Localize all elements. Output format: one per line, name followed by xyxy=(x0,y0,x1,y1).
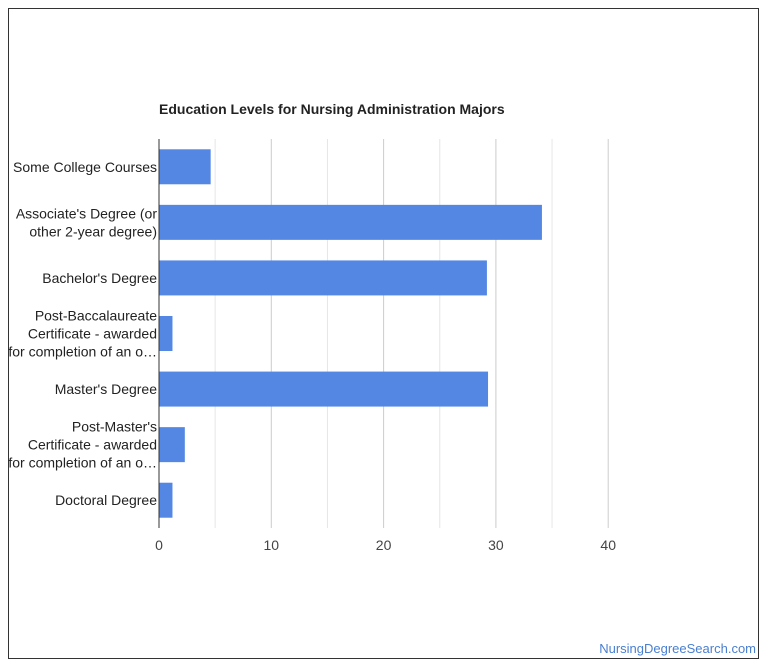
category-label: Bachelor's Degree xyxy=(42,270,157,286)
tick-label: 30 xyxy=(488,537,504,553)
watermark-link[interactable]: NursingDegreeSearch.com xyxy=(599,641,756,656)
category-label: Doctoral Degree xyxy=(55,492,157,508)
category-label: Post-Master's Certificate - awarded for co… xyxy=(8,419,157,471)
tick-label: 20 xyxy=(376,537,392,553)
category-label: Post-Baccalaureate Certificate - awarded f… xyxy=(8,308,157,360)
bar[interactable] xyxy=(159,260,487,296)
tick-labels: 0 10 20 30 40 xyxy=(155,537,616,553)
tick-label: 40 xyxy=(600,537,616,553)
category-label: Master's Degree xyxy=(55,381,157,397)
gridlines xyxy=(214,139,609,528)
tick-label: 10 xyxy=(264,537,280,553)
category-label: Associate's Degree (or other 2-year degre… xyxy=(16,205,158,239)
bar[interactable] xyxy=(159,149,211,185)
bars xyxy=(159,149,542,518)
chart-title: Education Levels for Nursing Administrat… xyxy=(159,101,505,117)
bar[interactable] xyxy=(159,204,542,240)
category-label: Some College Courses xyxy=(13,159,157,175)
tick-label: 0 xyxy=(155,537,163,553)
bar[interactable] xyxy=(159,371,489,407)
category-labels: Some College Courses Associate's Degree (… xyxy=(8,159,157,508)
bar[interactable] xyxy=(159,316,173,351)
bar[interactable] xyxy=(159,482,173,518)
bar[interactable] xyxy=(159,427,185,463)
